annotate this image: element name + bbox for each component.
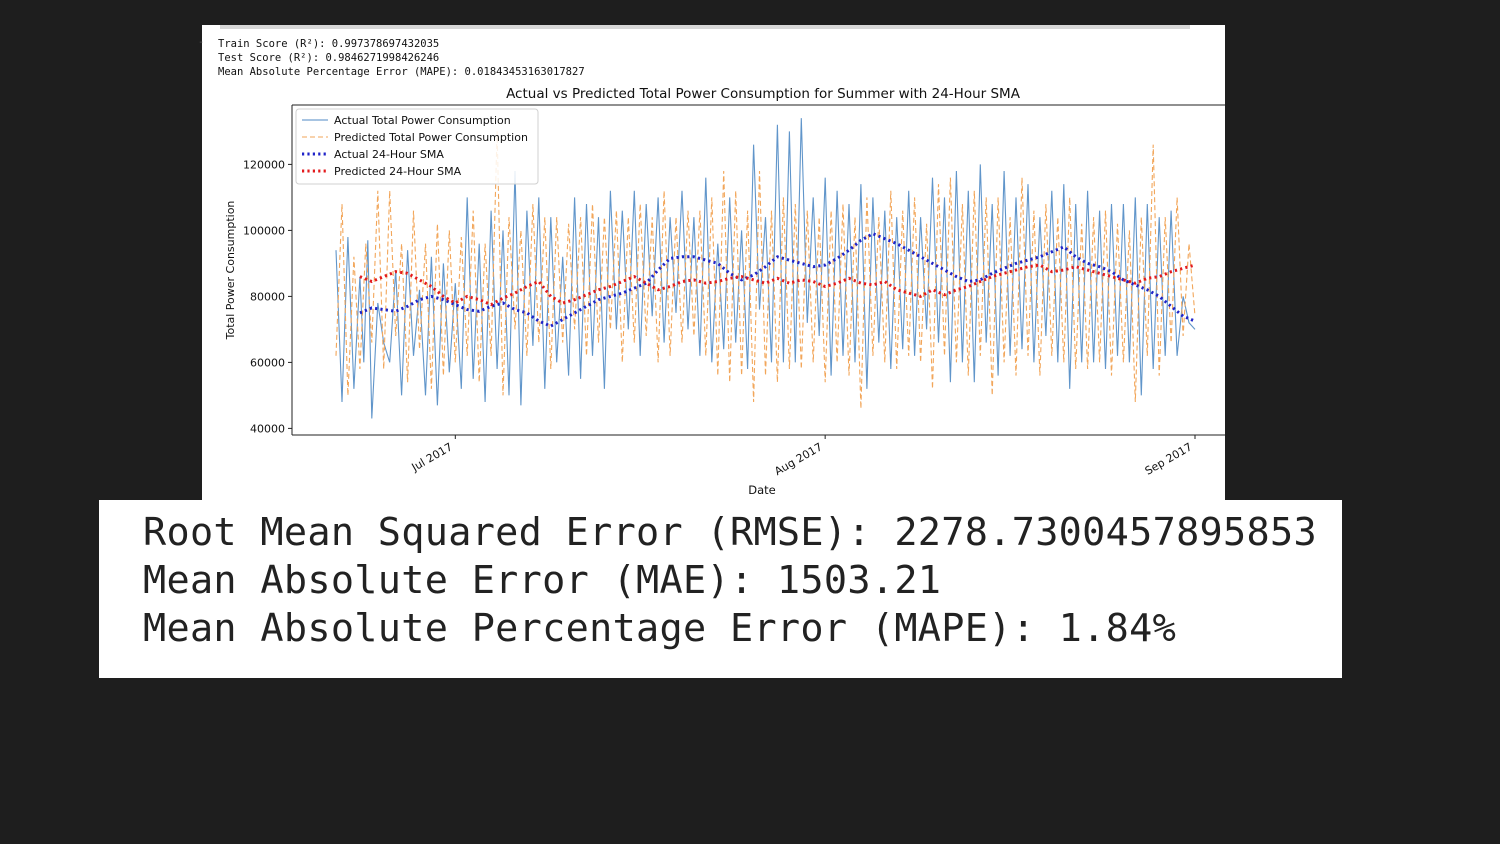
mape-line: Mean Absolute Percentage Error (MAPE): 0… (218, 66, 585, 78)
legend-label: Predicted 24-Hour SMA (334, 165, 462, 178)
x-tick-label: Aug 2017 (772, 440, 824, 478)
legend-label: Actual 24-Hour SMA (334, 148, 444, 161)
y-tick-label: 80000 (250, 290, 285, 303)
notebook-output-panel: - Train Score (R²): 0.997378697432035 Te… (198, 25, 1225, 500)
test-score-line: Test Score (R²): 0.9846271998426246 (218, 52, 440, 64)
series-line-2 (335, 131, 1196, 409)
chart-title: Actual vs Predicted Total Power Consumpt… (506, 86, 1021, 102)
y-tick-label: 40000 (250, 422, 285, 435)
series-line-3 (359, 232, 1196, 328)
x-tick-label: Sep 2017 (1143, 440, 1195, 477)
x-axis-label: Date (748, 483, 776, 497)
legend-label: Actual Total Power Consumption (334, 114, 511, 127)
legend: Actual Total Power Consumption Predicted … (295, 108, 539, 185)
y-axis-label: Total Power Consumption (224, 201, 237, 341)
mae-line: Mean Absolute Error (MAE): 1503.21 (143, 558, 942, 603)
x-tick-label: Jul 2017 (409, 440, 455, 474)
series-layer (335, 118, 1196, 419)
series-line-4 (359, 263, 1196, 307)
rmse-line: Root Mean Squared Error (RMSE): 2278.730… (143, 510, 1317, 555)
y-tick-label: 120000 (243, 158, 285, 171)
cell-marker: - (198, 37, 205, 48)
metrics-output-panel: Root Mean Squared Error (RMSE): 2278.730… (99, 500, 1342, 678)
series-line-1 (335, 118, 1196, 419)
train-score-line: Train Score (R²): 0.997378697432035 (218, 38, 440, 50)
legend-box (295, 108, 539, 185)
power-consumption-chart: 40000 60000 80000 100000 120000 Jul 2017 Aug 2… (224, 86, 1225, 497)
y-tick-label: 100000 (243, 224, 285, 237)
scrollbar[interactable] (220, 25, 1190, 29)
y-tick-label: 60000 (250, 356, 285, 369)
legend-label: Predicted Total Power Consumption (334, 131, 528, 144)
mape-percent-line: Mean Absolute Percentage Error (MAPE): 1… (143, 606, 1177, 651)
